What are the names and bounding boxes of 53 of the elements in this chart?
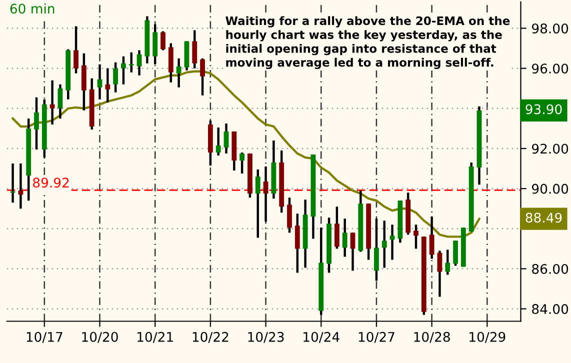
- candlestick: [113, 61, 118, 94]
- candlestick: [136, 49, 142, 76]
- y-tick-label: 84.00: [532, 304, 568, 314]
- y-tick-label: 86.00: [532, 264, 568, 274]
- chart-title: 60 min: [10, 3, 54, 14]
- candlestick: [34, 96, 39, 151]
- candlestick: [382, 220, 387, 269]
- candlestick: [192, 29, 198, 70]
- candlestick: [224, 122, 229, 155]
- x-tick-label: 10/28: [414, 332, 450, 343]
- candlestick: [429, 216, 434, 260]
- candlestick: [74, 25, 78, 74]
- x-tick-label: 10/22: [192, 332, 228, 343]
- candlestick: [128, 51, 134, 74]
- candlestick: [263, 165, 268, 223]
- candlestick: [18, 162, 24, 210]
- candlestick: [176, 57, 182, 88]
- candlestick: [294, 212, 300, 274]
- candlestick: [414, 224, 418, 250]
- candlestick: [58, 83, 63, 120]
- ref-line-label: 89.92: [33, 178, 69, 188]
- candlestick: [437, 250, 442, 298]
- candlestick: [453, 240, 458, 267]
- candlestick: [255, 168, 260, 239]
- candlestick: [342, 218, 348, 258]
- x-tick-label: 10/23: [248, 332, 284, 343]
- y-tick-label: 98.00: [532, 23, 568, 34]
- candlestick: [97, 63, 102, 101]
- candlestick: [350, 232, 356, 272]
- x-tick-label: 10/17: [26, 332, 62, 343]
- candlestick: [334, 206, 340, 250]
- text: 93.90: [526, 104, 562, 114]
- candlestick: [50, 79, 55, 126]
- candlestick: [160, 30, 166, 52]
- candlestick: [445, 248, 450, 276]
- x-tick-label: 10/20: [82, 332, 118, 343]
- candlestick: [240, 151, 245, 175]
- y-tick-label: 90.00: [532, 184, 568, 194]
- x-tick-label: 10/24: [304, 332, 340, 343]
- text: 88.49: [526, 212, 562, 223]
- candlestick: [390, 224, 395, 261]
- candlestick: [200, 57, 205, 97]
- y-tick-label: 96.00: [532, 64, 568, 74]
- x-tick-label: 10/27: [358, 332, 394, 343]
- candlestick: [374, 218, 379, 282]
- candlestick: [287, 196, 292, 234]
- candlestick: [121, 55, 126, 86]
- y-tick-label: 92.00: [532, 144, 568, 154]
- annotation: Waiting for a rally above the 20-EMA on the hourly chart was the key yesterday, as the initial opening gap into resistance of that moving average led to a morning sell-off.: [226, 16, 510, 70]
- x-tick-label: 10/21: [138, 332, 173, 343]
- x-tick-label: 10/29: [470, 332, 506, 343]
- candlestick: [105, 67, 110, 104]
- candlestick: [216, 126, 221, 157]
